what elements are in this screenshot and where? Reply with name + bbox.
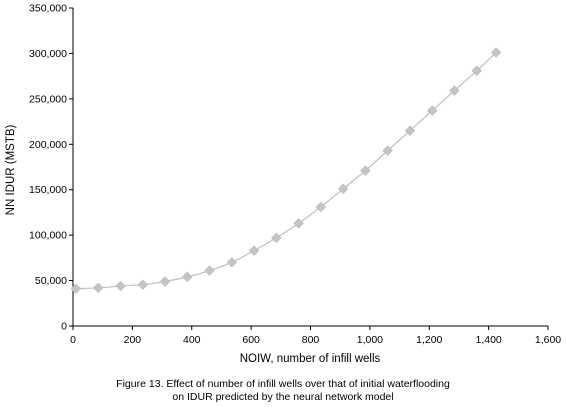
data-point-marker: [360, 165, 371, 176]
y-tick-label: 0: [61, 321, 67, 333]
series-group: [70, 47, 502, 295]
data-point-marker: [404, 125, 416, 137]
data-point-marker: [137, 279, 149, 291]
caption-line-2: on IDUR predicted by the neural network …: [172, 391, 394, 403]
y-tick-label: 50,000: [35, 275, 67, 287]
figure-caption: Figure 13. Effect of number of infill we…: [0, 378, 566, 404]
data-point-marker: [271, 232, 282, 244]
data-point-marker: [490, 47, 502, 58]
data-point-marker: [204, 265, 215, 276]
x-tick-label: 400: [183, 334, 201, 346]
chart-axes: [72, 8, 548, 327]
x-tick-label: 800: [302, 334, 320, 346]
x-axis-title: NOIW, number of infill wells: [240, 353, 381, 365]
data-point-marker: [92, 282, 104, 294]
line-chart: 0 50,000 100,000 150,000 200,000 250,000 300,0…: [5, 3, 561, 366]
y-axis-ticks: 0 50,000 100,000 150,000 200,000 250,000 300,0…: [29, 3, 73, 333]
y-tick-label: 350,000: [29, 3, 67, 15]
data-point-marker: [248, 245, 260, 256]
data-point-marker: [159, 276, 171, 287]
x-tick-label: 1,600: [535, 334, 561, 346]
data-point-marker: [293, 217, 304, 229]
data-point-marker: [449, 85, 460, 97]
data-point-marker: [70, 283, 82, 295]
y-tick-label: 250,000: [29, 93, 67, 105]
data-point-marker: [382, 145, 394, 156]
caption-line-1: Figure 13. Effect of number of infill we…: [116, 378, 450, 390]
data-point-marker: [426, 105, 438, 117]
x-tick-label: 0: [70, 334, 76, 346]
x-tick-label: 1,000: [357, 334, 383, 346]
x-tick-label: 600: [242, 334, 260, 346]
data-point-marker: [226, 257, 238, 268]
data-point-marker: [115, 280, 126, 292]
x-tick-label: 200: [124, 334, 142, 346]
y-tick-label: 300,000: [29, 48, 67, 60]
data-point-marker: [315, 201, 327, 213]
y-tick-label: 150,000: [29, 184, 67, 196]
x-tick-label: 1,200: [416, 334, 442, 346]
y-tick-label: 100,000: [29, 230, 67, 242]
series-line: [75, 52, 497, 290]
y-tick-label: 200,000: [29, 139, 67, 151]
data-point-marker: [181, 271, 193, 283]
x-tick-label: 1,400: [475, 334, 501, 346]
data-point-marker: [471, 65, 483, 77]
y-axis-title: NN IDUR (MSTB): [5, 124, 17, 215]
x-axis-ticks: 0 200 400 600 800 1,000 1,200 1,400 1,600: [70, 326, 561, 346]
data-point-marker: [337, 183, 349, 195]
